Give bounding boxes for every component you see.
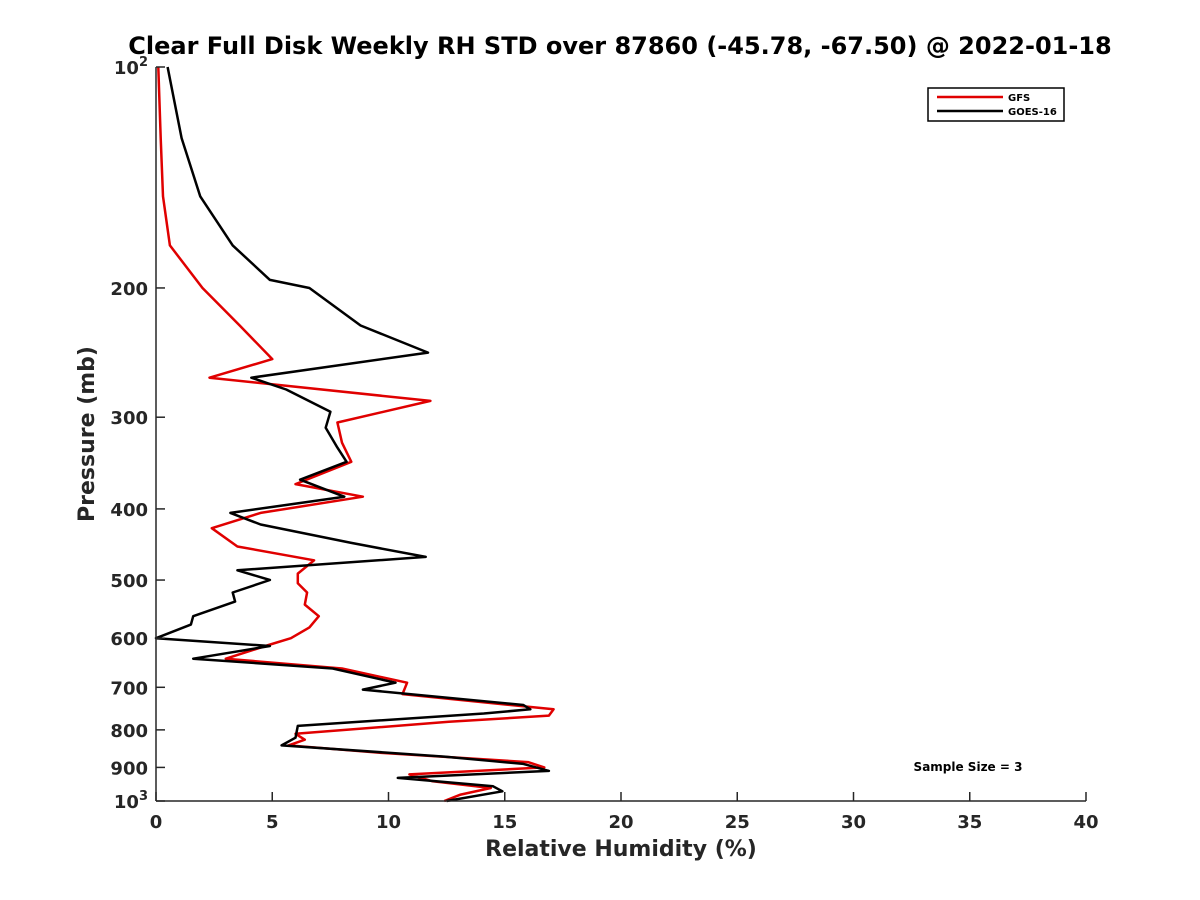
y-tick-label: 900 [110,758,148,779]
x-tick-label: 15 [492,812,517,833]
y-tick-label: 102 [114,55,148,79]
legend-label-gfs: GFS [1008,93,1030,104]
series-layer [154,66,555,803]
sample-size-annotation: Sample Size = 3 [914,760,1023,774]
y-tick-label: 800 [110,721,148,742]
plot-area: 0 5 10 15 20 25 30 35 40 102 200 300 400 500 600 700 80… [110,55,1098,833]
chart-title: Clear Full Disk Weekly RH STD over 87860… [128,32,1111,60]
legend: GFS GOES-16 [927,87,1065,122]
x-tick-label: 0 [150,812,163,833]
x-tick-label: 40 [1073,812,1098,833]
x-tick-label: 5 [266,812,279,833]
x-tick-label: 30 [841,812,866,833]
x-tick-label: 35 [957,812,982,833]
y-ticks: 102 200 300 400 500 600 700 800 900 103 [110,55,165,813]
y-tick-label: 400 [110,500,148,521]
y-tick-label: 200 [110,279,148,300]
y-tick-label: 500 [110,571,148,592]
y-tick-label: 103 [114,789,148,813]
x-tick-label: 25 [725,812,750,833]
plot-background [156,67,1086,801]
x-tick-label: 10 [376,812,401,833]
y-tick-label: 600 [110,629,148,650]
y-axis-label: Pressure (mb) [75,346,100,522]
legend-box [927,87,1065,122]
y-tick-label: 300 [110,408,148,429]
x-ticks: 0 5 10 15 20 25 30 35 40 [150,792,1099,833]
x-tick-label: 20 [608,812,633,833]
x-axis-label: Relative Humidity (%) [485,837,757,862]
legend-label-goes-16: GOES-16 [1008,107,1057,118]
series-line-goes-16 [154,66,551,803]
y-tick-label: 700 [110,678,148,699]
